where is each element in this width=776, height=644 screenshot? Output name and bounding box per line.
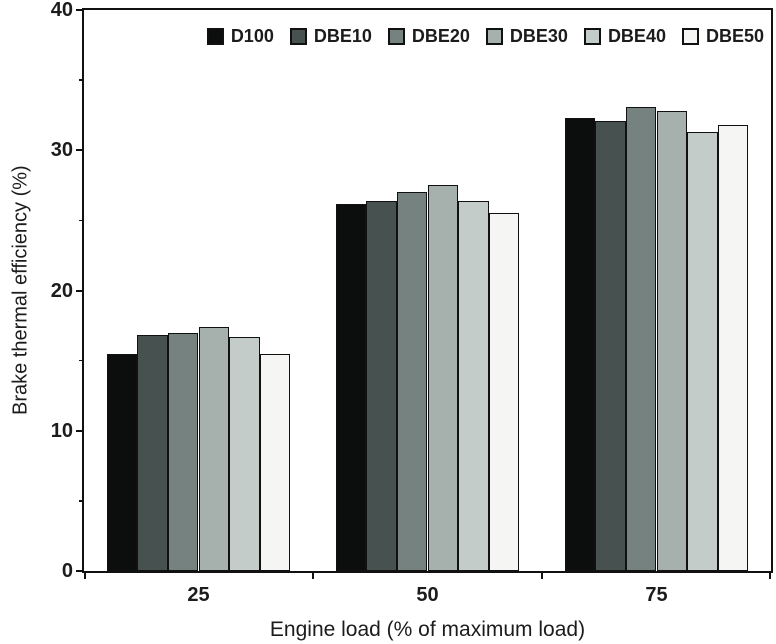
x-boundary-tick-0 bbox=[84, 571, 86, 579]
y-major-tick-20 bbox=[76, 289, 84, 292]
x-category-label-75: 75 bbox=[645, 584, 668, 606]
legend-swatch-dbe30 bbox=[485, 27, 503, 45]
bar-dbe50-load-50 bbox=[488, 213, 520, 571]
legend-item-dbe40: DBE40 bbox=[583, 26, 666, 46]
y-minor-tick-15 bbox=[79, 359, 84, 362]
bar-d100-load-75 bbox=[564, 118, 596, 571]
legend-label-dbe10: DBE10 bbox=[313, 26, 372, 46]
legend-item-dbe10: DBE10 bbox=[289, 26, 372, 46]
y-major-tick-0 bbox=[76, 570, 84, 572]
y-minor-tick-25 bbox=[79, 219, 84, 222]
legend-item-dbe50: DBE50 bbox=[681, 26, 764, 46]
legend-label-dbe30: DBE30 bbox=[509, 26, 568, 46]
bar-dbe10-load-25 bbox=[137, 335, 168, 571]
x-boundary-tick-3 bbox=[769, 571, 771, 579]
bar-dbe30-load-25 bbox=[198, 326, 230, 571]
bar-dbe40-load-50 bbox=[458, 200, 489, 571]
x-boundary-tick-1 bbox=[312, 571, 314, 579]
bar-dbe10-load-50 bbox=[366, 200, 397, 571]
bar-dbe10-load-75 bbox=[595, 120, 626, 571]
legend-swatch-dbe10 bbox=[289, 27, 307, 45]
bar-dbe20-load-25 bbox=[167, 332, 199, 571]
x-category-label-50: 50 bbox=[416, 584, 439, 606]
x-category-label-25: 25 bbox=[187, 584, 210, 606]
bar-dbe20-load-75 bbox=[625, 106, 657, 571]
bar-dbe50-load-75 bbox=[717, 125, 749, 571]
legend-label-dbe40: DBE40 bbox=[607, 26, 666, 46]
legend-swatch-dbe40 bbox=[583, 27, 601, 45]
y-minor-tick-5 bbox=[79, 500, 84, 502]
bar-d100-load-50 bbox=[335, 203, 367, 571]
x-boundary-tick-2 bbox=[541, 571, 543, 579]
y-major-tick-40 bbox=[76, 9, 84, 11]
legend-label-dbe20: DBE20 bbox=[411, 26, 470, 46]
bar-dbe20-load-50 bbox=[396, 192, 428, 571]
legend-item-dbe30: DBE30 bbox=[485, 26, 568, 46]
y-major-tick-10 bbox=[76, 429, 84, 432]
bar-d100-load-25 bbox=[106, 353, 138, 571]
bar-dbe50-load-25 bbox=[259, 353, 291, 571]
legend-item-d100: D100 bbox=[206, 26, 274, 46]
legend-swatch-d100 bbox=[206, 27, 224, 45]
y-minor-tick-35 bbox=[79, 79, 84, 81]
legend-item-dbe20: DBE20 bbox=[387, 26, 470, 46]
legend-label-d100: D100 bbox=[230, 26, 274, 46]
bar-dbe30-load-50 bbox=[427, 185, 459, 571]
chart-legend: D100 DBE10 DBE20 DBE30 DBE40 DBE50 bbox=[200, 26, 764, 46]
y-major-tick-30 bbox=[76, 149, 84, 152]
y-tick-label-10: 10 bbox=[50, 419, 73, 442]
plot-area: 0 10 20 30 40 25 50 75 bbox=[51, 0, 773, 606]
legend-label-dbe50: DBE50 bbox=[705, 26, 764, 46]
y-tick-label-30: 30 bbox=[50, 139, 73, 162]
y-tick-label-0: 0 bbox=[61, 560, 73, 582]
legend-swatch-dbe20 bbox=[387, 27, 405, 45]
bar-dbe30-load-75 bbox=[656, 110, 688, 571]
bar-dbe40-load-75 bbox=[687, 132, 718, 571]
legend-swatch-dbe50 bbox=[681, 27, 699, 45]
y-tick-label-40: 40 bbox=[50, 0, 73, 21]
x-axis-title: Engine load (% of maximum load) bbox=[269, 618, 586, 641]
bar-dbe40-load-25 bbox=[229, 336, 260, 571]
y-tick-label-20: 20 bbox=[50, 279, 73, 302]
